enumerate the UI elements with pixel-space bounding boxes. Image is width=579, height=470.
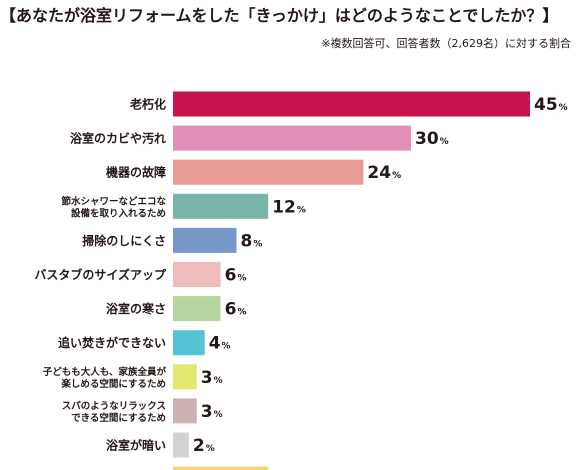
category-label: 老朽化: [130, 97, 166, 112]
bar: [173, 262, 221, 287]
category-label: 浴室の寒さ: [106, 301, 166, 316]
category-label: 浴室のカビや汚れ: [70, 131, 166, 146]
value-label: 6%: [225, 300, 247, 320]
value-label: 8%: [241, 231, 263, 251]
value-label: 24%: [367, 163, 401, 183]
value-label: 3%: [201, 402, 223, 422]
chart-title: 【あなたが浴室リフォームをした「きっかけ」はどのようなことでしたか？】: [0, 6, 559, 25]
bar: [173, 159, 364, 185]
value-label: 12%: [272, 197, 306, 217]
chart-note: ※複数回答可、回答者数（2,629名）に対する割合: [321, 37, 571, 50]
category-label: 子どもも大人も、家族全員が楽しめる空間にするため: [43, 366, 167, 390]
value-label: 2%: [193, 436, 215, 456]
bar: [173, 125, 411, 151]
category-label: 節水シャワーなどエコな設備を取り入れるため: [60, 195, 166, 219]
bar: [173, 330, 205, 356]
value-label: 45%: [534, 95, 568, 115]
bar: [173, 296, 221, 322]
bar: [173, 466, 269, 470]
category-label: 追い焚きができない: [58, 335, 166, 350]
value-label: 30%: [415, 129, 449, 149]
value-label: 4%: [209, 334, 231, 354]
category-label: 浴室が暗い: [106, 438, 166, 453]
bar: [173, 91, 530, 117]
bar: [173, 227, 237, 253]
value-label: 3%: [201, 368, 223, 388]
category-label: スパのようなリラックスできる空間にするため: [62, 400, 166, 424]
bar: [173, 193, 269, 219]
bar: [173, 398, 197, 424]
bar: [173, 432, 189, 458]
category-label: 機器の故障: [106, 165, 166, 180]
value-label: 6%: [225, 266, 247, 286]
category-label: 掃除のしにくさ: [82, 233, 166, 248]
bar: [173, 364, 197, 390]
category-label: バスタブのサイズアップ: [34, 267, 167, 282]
